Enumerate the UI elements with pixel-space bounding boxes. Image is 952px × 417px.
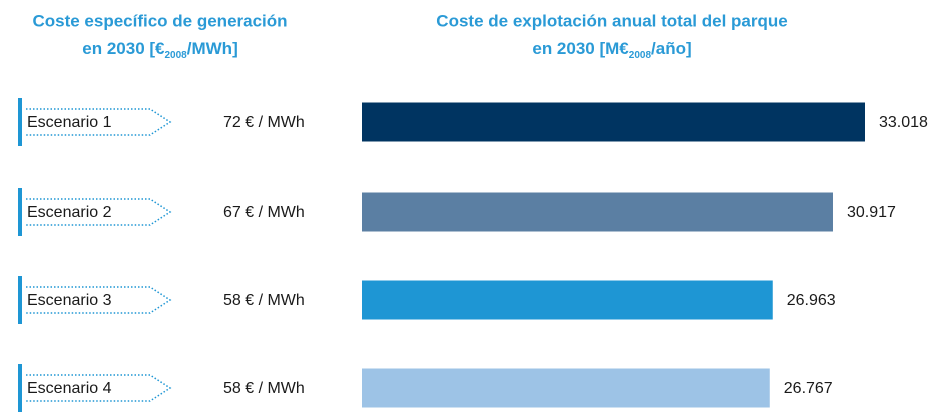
- value-label: 26.963: [787, 292, 836, 309]
- title-part: /año]: [651, 39, 692, 58]
- scenario-label: Escenario 4: [27, 380, 112, 397]
- cost-label: 58 € / MWh: [223, 380, 305, 397]
- scenario-accent: [18, 364, 22, 412]
- value-label: 30.917: [847, 204, 896, 221]
- right-title-line2: en 2030 [M€2008/año]: [532, 39, 691, 60]
- title-part: en 2030 [€: [82, 39, 165, 58]
- value-label: 26.767: [784, 380, 833, 397]
- bar: [362, 280, 773, 320]
- title-subscript: 2008: [165, 50, 188, 61]
- scenario-arrow: [26, 286, 172, 314]
- cost-label: 67 € / MWh: [223, 204, 305, 221]
- left-title-line1: Coste específico de generación: [32, 11, 287, 30]
- title-part: en 2030 [M€: [532, 39, 629, 58]
- bar: [362, 368, 770, 408]
- scenario-accent: [18, 276, 22, 324]
- cost-label: 72 € / MWh: [223, 114, 305, 131]
- scenario-accent: [18, 188, 22, 236]
- scenario-label: Escenario 1: [27, 114, 112, 131]
- right-title-line1: Coste de explotación anual total del par…: [436, 11, 787, 30]
- scenario-accent: [18, 98, 22, 146]
- scenario-label: Escenario 2: [27, 204, 112, 221]
- scenario-arrow: [26, 374, 172, 402]
- scenario-arrow: [26, 108, 172, 136]
- scenario-label: Escenario 3: [27, 292, 112, 309]
- title-part: /MWh]: [187, 39, 238, 58]
- scenario-arrow: [26, 198, 172, 226]
- bar: [362, 102, 865, 142]
- title-subscript: 2008: [629, 50, 652, 61]
- left-title-line2: en 2030 [€2008/MWh]: [82, 39, 237, 60]
- cost-label: 58 € / MWh: [223, 292, 305, 309]
- value-label: 33.018: [879, 114, 928, 131]
- bar: [362, 192, 833, 232]
